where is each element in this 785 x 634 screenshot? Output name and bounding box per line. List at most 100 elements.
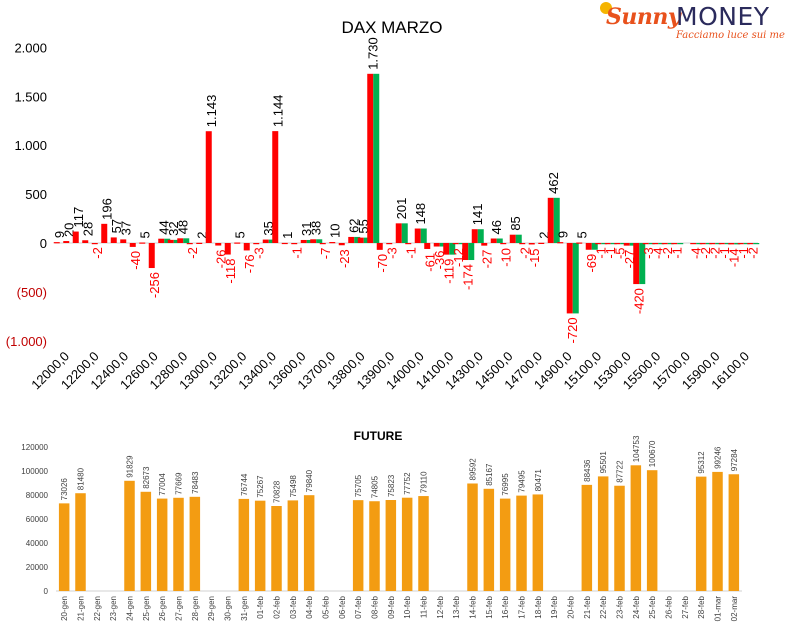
data-label: 80471 xyxy=(534,469,543,492)
y-tick-label: 120000 xyxy=(21,443,48,452)
y-tick-label: (1.000) xyxy=(6,334,47,349)
bar xyxy=(271,506,282,591)
bar xyxy=(348,236,355,243)
data-label: -1 xyxy=(403,247,418,259)
bar xyxy=(532,494,544,591)
y-tick-label: 60000 xyxy=(26,515,49,524)
bar xyxy=(610,243,617,245)
x-tick-label: 02-mar xyxy=(730,596,739,622)
x-tick-label: 26-gen xyxy=(158,596,167,621)
x-tick-label: 28-gen xyxy=(191,596,200,621)
data-label: 100670 xyxy=(648,440,657,467)
data-label: -5 xyxy=(612,247,627,259)
x-tick-label: 04-feb xyxy=(305,595,314,618)
bar xyxy=(715,243,722,245)
bar xyxy=(633,243,640,285)
bar xyxy=(614,485,625,591)
data-label: -26 xyxy=(213,250,228,269)
x-tick-label: 08-feb xyxy=(371,595,380,618)
sunny-money-logo: Sunny MONEY Facciamo luce sui mercati xyxy=(600,2,785,44)
bar xyxy=(734,243,741,245)
x-tick-label: 20-feb xyxy=(567,595,576,618)
x-tick-label: 26-feb xyxy=(665,595,674,618)
data-label: 1 xyxy=(280,232,295,239)
data-label: -1 xyxy=(593,247,608,259)
bar xyxy=(310,239,317,243)
logo-word: MONEY xyxy=(676,2,770,31)
data-label: -119 xyxy=(441,259,456,284)
logo-tagline: Facciamo luce sui mercati xyxy=(676,30,785,41)
bar xyxy=(306,239,313,243)
bar xyxy=(58,503,70,591)
bar xyxy=(405,243,412,245)
bar xyxy=(101,223,108,243)
x-tick-label: 16-feb xyxy=(501,595,510,618)
data-label: 148 xyxy=(413,203,428,225)
data-label: 44 xyxy=(156,220,171,234)
data-label: 74805 xyxy=(371,475,380,498)
data-label: -2 xyxy=(90,247,105,259)
data-label: -3 xyxy=(384,247,399,259)
bar xyxy=(591,243,598,250)
x-tick-label: 22-feb xyxy=(599,595,608,618)
data-label: 28 xyxy=(80,222,95,236)
bar xyxy=(82,240,89,243)
bar xyxy=(329,242,336,244)
y-tick-label: 2.000 xyxy=(14,40,47,55)
data-label: 35 xyxy=(261,221,276,235)
bar xyxy=(177,238,184,243)
bar xyxy=(658,243,665,245)
bar xyxy=(468,243,475,261)
bar xyxy=(509,234,516,243)
bar xyxy=(500,243,507,245)
bar xyxy=(385,500,397,591)
data-label: 81480 xyxy=(77,467,86,490)
data-label: 10 xyxy=(327,224,342,238)
bar xyxy=(91,243,98,245)
dax-chart: DAX MARZO 2.000 1.500 1.000 500 0 (500) (1.000… xyxy=(6,18,760,392)
data-label: 9 xyxy=(555,231,570,238)
bar xyxy=(538,242,545,245)
bar xyxy=(354,236,361,243)
bar xyxy=(291,243,298,245)
bar xyxy=(316,239,323,243)
bar xyxy=(401,223,408,243)
bar xyxy=(737,243,744,245)
bar xyxy=(363,237,370,243)
bar xyxy=(566,243,573,314)
bar xyxy=(439,243,446,247)
x-tick-label: 07-feb xyxy=(354,595,363,618)
bar xyxy=(515,234,522,243)
bar xyxy=(281,242,288,245)
data-label: -23 xyxy=(337,249,352,268)
data-label: -12 xyxy=(451,248,466,267)
bar xyxy=(205,131,212,243)
bar xyxy=(630,465,642,591)
x-tick-label: 21-gen xyxy=(77,596,86,621)
data-label: 82673 xyxy=(142,466,151,489)
bar xyxy=(743,243,750,245)
data-label: -3 xyxy=(641,247,656,259)
bar xyxy=(585,243,592,250)
data-label: -1 xyxy=(289,247,304,259)
bar xyxy=(124,480,135,591)
x-tick-label: 25-gen xyxy=(142,596,151,621)
bar xyxy=(528,243,535,245)
x-tick-label: 24-feb xyxy=(632,595,641,618)
bar xyxy=(376,243,383,250)
bar xyxy=(671,243,678,245)
x-tick-label: 01-feb xyxy=(256,595,265,618)
bar xyxy=(369,501,380,591)
data-label: 2 xyxy=(194,232,209,239)
data-label: -27 xyxy=(479,250,494,269)
data-label: -40 xyxy=(128,251,143,270)
bar xyxy=(572,243,579,314)
data-label: 141 xyxy=(470,204,485,226)
data-label: 462 xyxy=(546,172,561,194)
bar xyxy=(724,243,731,245)
data-label: -2 xyxy=(185,247,200,259)
data-label: 75705 xyxy=(354,474,363,497)
data-label: 38 xyxy=(308,221,323,235)
bar xyxy=(471,229,478,243)
bar xyxy=(639,243,646,285)
